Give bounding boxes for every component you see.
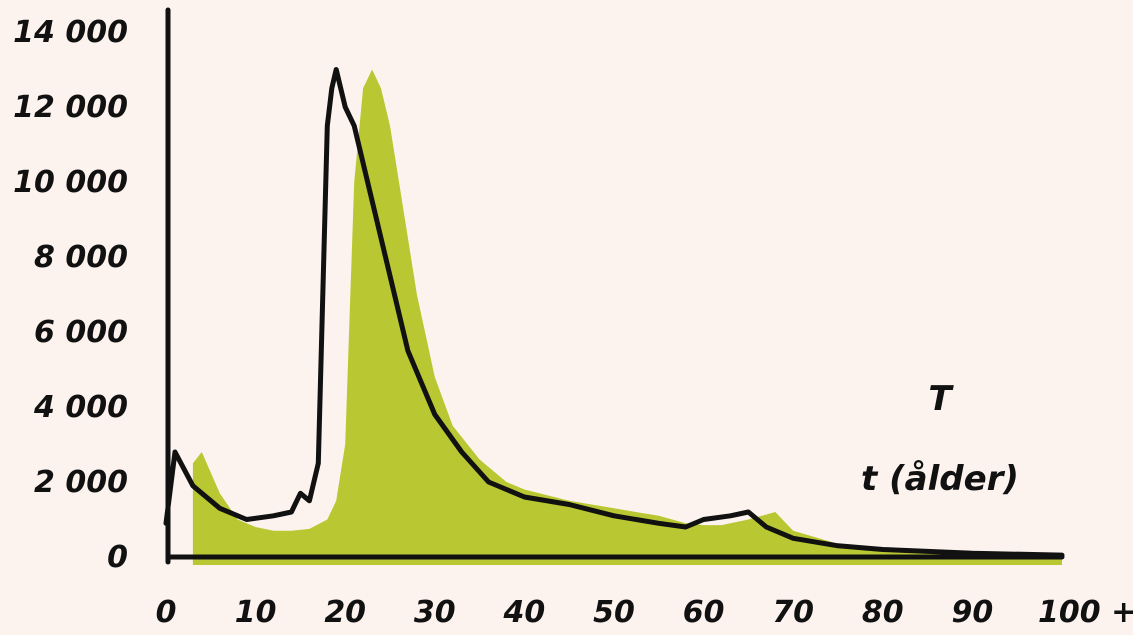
y-tick-label: 10 000 xyxy=(13,165,128,200)
y-tick-label: 12 000 xyxy=(13,90,128,125)
x-tick-label: 30 xyxy=(414,595,456,630)
annotation-T: T xyxy=(928,379,954,419)
y-tick-label: 2 000 xyxy=(34,465,128,500)
area-series xyxy=(192,69,1062,565)
x-tick-label: 70 xyxy=(772,595,814,630)
line-series xyxy=(163,67,1065,558)
y-tick-label: 8 000 xyxy=(34,240,128,275)
x-tick-label: 90 xyxy=(952,595,994,630)
y-tick-label: 6 000 xyxy=(34,315,128,350)
axes xyxy=(165,7,1065,565)
x-tick-label: 50 xyxy=(593,595,635,630)
line-layer xyxy=(163,67,1065,558)
area-layer xyxy=(192,69,1062,565)
y-tick-label: 0 xyxy=(107,540,128,575)
x-tick-label: 20 xyxy=(324,595,366,630)
x-tick-label: 0 xyxy=(156,595,177,630)
y-tick-label: 4 000 xyxy=(33,390,128,425)
x-tick-label: 10 xyxy=(235,595,277,630)
annotation-age: t (ålder) xyxy=(861,459,1019,499)
x-tick-label: 100 + xyxy=(1038,595,1133,630)
x-tick-label: 60 xyxy=(683,595,725,630)
x-tick-label: 40 xyxy=(503,595,546,630)
y-tick-label: 14 000 xyxy=(13,15,128,50)
y-tick-labels: 14 000 12 000 10 000 8 000 6 000 4 000 2 000 0 xyxy=(13,15,128,575)
x-tick-labels: 0 10 20 30 40 50 60 70 80 90 100 + xyxy=(156,595,1133,630)
x-tick-label: 80 xyxy=(862,595,904,630)
